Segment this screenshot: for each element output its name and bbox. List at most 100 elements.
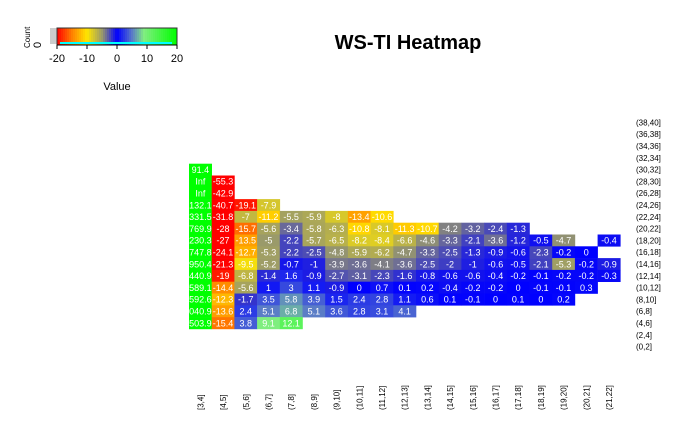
cell-value: 040.9: [189, 307, 212, 317]
heatmap-cell: [189, 305, 212, 318]
cell-value: -3.9: [329, 259, 345, 269]
heatmap-cell: [189, 222, 212, 235]
heatmap-cell: [552, 269, 576, 282]
cell-value: -0.5: [533, 236, 549, 246]
color-key-tick-label: 10: [141, 53, 153, 65]
heatmap-cell: [552, 246, 576, 259]
color-key-swatch: [109, 28, 112, 45]
color-key-swatch: [61, 28, 64, 45]
heatmap-cell: [370, 281, 394, 294]
cell-value: 132.1: [189, 200, 212, 210]
heatmap-cell: [257, 269, 281, 282]
cell-value: 1.1: [308, 283, 321, 293]
x-axis-label: (9,10]: [333, 390, 342, 410]
heatmap-cell: [461, 293, 485, 306]
heatmap-cell: [302, 269, 326, 282]
heatmap-cell: [279, 210, 303, 223]
color-key-swatch: [87, 28, 90, 45]
color-key-swatch: [161, 28, 164, 45]
heatmap-cell: [189, 258, 212, 271]
heatmap-cell: [597, 269, 621, 282]
cell-value: 5.1: [262, 307, 275, 317]
cell-value: -10.6: [372, 212, 393, 222]
y-axis-labels: (38,40] (36,38] (34,36] (32,34] (30,32] (28,3…: [636, 118, 661, 351]
cell-value: -2.5: [442, 248, 458, 258]
cell-value: -6.2: [374, 248, 390, 258]
heatmap-cell: [211, 281, 235, 294]
x-axis-label: (13,14]: [423, 385, 432, 410]
heatmap-cell: [347, 234, 371, 247]
cell-value: 2.4: [239, 307, 252, 317]
cell-value: -12.3: [213, 295, 234, 305]
cell-value: -11.3: [395, 224, 415, 234]
x-axis-label: (6,7]: [264, 394, 273, 410]
cell-value: 503.9: [189, 318, 212, 328]
y-axis-label: (22,24]: [636, 213, 661, 222]
cell-value: -0.2: [578, 271, 594, 281]
cell-value: -6.5: [329, 236, 345, 246]
heatmap-cell: [370, 222, 394, 235]
y-axis-label: (30,32]: [636, 166, 661, 175]
x-axis-label: (18,19]: [537, 385, 546, 410]
heatmap-cell: [438, 269, 462, 282]
heatmap-cell: [211, 210, 235, 223]
color-key-swatch: [101, 28, 104, 45]
cell-value: -3.1: [351, 271, 367, 281]
color-key-xlabel: Value: [103, 81, 130, 93]
cell-value: 0.1: [444, 295, 457, 305]
cell-value: -0.6: [465, 271, 481, 281]
color-key-swatch: [149, 28, 152, 45]
cell-value: -28: [217, 224, 230, 234]
cell-value: -19.1: [235, 200, 256, 210]
heatmap-cell: [484, 293, 508, 306]
color-key-swatch: [171, 28, 174, 45]
cell-value: -5: [264, 236, 272, 246]
heatmap-cell: [347, 269, 371, 282]
heatmap-cell: [189, 175, 212, 188]
heatmap-cell: [416, 258, 439, 271]
color-key-swatch: [67, 28, 70, 45]
x-axis-label: (15,16]: [469, 385, 478, 410]
heatmap-cell: [529, 246, 553, 259]
cell-value: -0.2: [556, 271, 572, 281]
color-key-swatch: [105, 28, 108, 45]
heatmap-cell: [234, 281, 258, 294]
y-axis-label: (20,22]: [636, 225, 661, 234]
heatmap-cell: [189, 246, 212, 259]
x-axis-label: (21,22]: [605, 385, 614, 410]
heatmap-cell: [506, 258, 530, 271]
cell-value: -0.9: [329, 283, 345, 293]
heatmap-cell: [438, 234, 462, 247]
x-axis-labels: [3,4] [4,5] (5,6] (6,7] (7,8] (8,9] (9,10] (10,…: [196, 385, 614, 410]
color-key-swatch: [97, 28, 100, 45]
x-axis-label: (14,15]: [446, 385, 455, 410]
heatmap-cell: [302, 246, 326, 259]
cell-value: 2.4: [353, 295, 366, 305]
color-key-swatch: [173, 28, 176, 45]
cell-value: -8.4: [374, 236, 390, 246]
cell-value: 4.1: [398, 307, 411, 317]
heatmap-cell: [506, 222, 530, 235]
cell-value: -6.3: [329, 224, 345, 234]
color-key-swatch: [127, 28, 130, 45]
cell-value: -1.2: [510, 236, 526, 246]
color-key-swatch: [163, 28, 166, 45]
heatmap-cell: [552, 281, 576, 294]
heatmap-cell: [279, 258, 303, 271]
heatmap-cell: [574, 258, 598, 271]
cell-value: -0.2: [488, 283, 504, 293]
y-axis-label: (34,36]: [636, 142, 661, 151]
heatmap-cell: [574, 281, 598, 294]
cell-value: 769.9: [189, 224, 212, 234]
x-axis-label: [4,5]: [219, 394, 228, 410]
color-key-swatch: [79, 28, 82, 45]
x-axis-label: (20,21]: [582, 385, 591, 410]
color-key-swatch: [167, 28, 170, 45]
color-key-swatch: [123, 28, 126, 45]
heatmap-cell: [279, 269, 303, 282]
cell-value: -2.5: [420, 259, 436, 269]
heatmap-cell: [279, 293, 303, 306]
color-key-swatch: [111, 28, 114, 45]
heatmap-cell: [552, 234, 576, 247]
x-axis-label: (5,6]: [242, 394, 251, 410]
